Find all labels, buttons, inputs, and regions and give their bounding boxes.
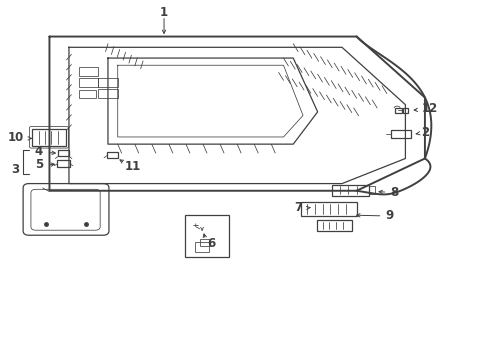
Bar	[98, 78, 118, 87]
Text: 3: 3	[11, 163, 20, 176]
Bar	[79, 78, 98, 87]
Bar	[107, 152, 118, 158]
Text: 7: 7	[293, 202, 302, 215]
Text: 6: 6	[207, 237, 215, 250]
Text: 8: 8	[389, 186, 397, 199]
Text: 1: 1	[160, 6, 168, 19]
Bar	[32, 129, 65, 146]
Bar	[331, 185, 368, 196]
Bar	[390, 130, 410, 138]
Text: 10: 10	[7, 131, 23, 144]
Bar	[394, 108, 401, 113]
Bar	[199, 239, 210, 246]
Text: 2: 2	[421, 126, 429, 139]
Bar	[98, 89, 118, 98]
Bar	[184, 215, 228, 257]
Text: 11: 11	[124, 160, 140, 173]
Bar	[316, 220, 351, 231]
Bar	[57, 159, 70, 167]
Text: 12: 12	[421, 103, 437, 116]
Text: 9: 9	[384, 210, 392, 222]
Bar	[58, 150, 69, 156]
Bar	[194, 242, 209, 252]
Bar	[79, 90, 96, 98]
Text: 4: 4	[35, 145, 43, 158]
Bar	[368, 186, 374, 194]
Bar	[402, 108, 407, 113]
Bar	[79, 67, 98, 76]
Text: 5: 5	[35, 158, 43, 171]
Bar	[300, 202, 356, 216]
